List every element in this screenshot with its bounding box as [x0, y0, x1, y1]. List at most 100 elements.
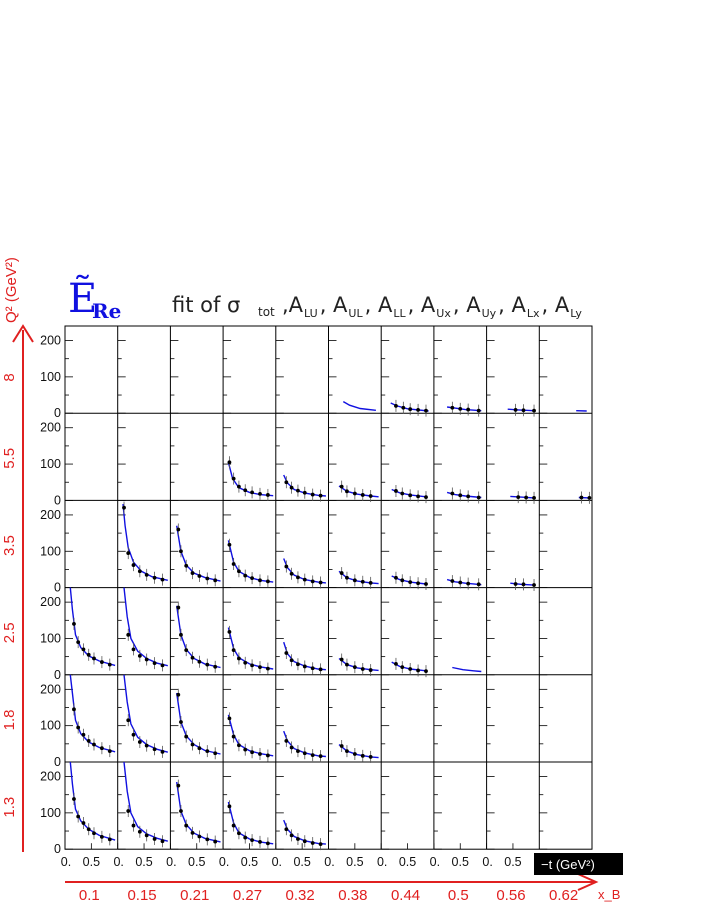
observable-sub-2: LL	[393, 307, 406, 320]
data-point	[284, 827, 289, 832]
xb-bin-label: 0.21	[180, 887, 209, 904]
data-point	[408, 493, 413, 498]
data-point	[231, 476, 236, 481]
data-point	[345, 489, 349, 494]
data-point	[394, 489, 398, 493]
data-point	[99, 746, 104, 751]
fit-title-text: fit of σ	[172, 293, 240, 317]
panel-r0-c8	[507, 403, 536, 417]
fit-curve	[176, 781, 221, 843]
data-point	[205, 576, 210, 581]
data-point	[76, 640, 81, 644]
data-point	[265, 493, 270, 497]
data-point	[184, 734, 189, 739]
data-point	[416, 668, 420, 673]
data-point	[310, 753, 315, 757]
fit-curve	[452, 666, 482, 673]
data-point	[296, 749, 300, 753]
data-point	[476, 408, 481, 413]
data-point	[184, 648, 189, 652]
observable-sub-5: Lx	[527, 307, 540, 320]
data-point	[458, 580, 463, 585]
data-point	[76, 814, 81, 819]
data-point	[243, 747, 248, 752]
data-point	[318, 493, 323, 498]
data-point	[250, 838, 254, 843]
data-point	[126, 632, 131, 637]
panel-r4-c3	[227, 712, 274, 762]
panel-r3-c0	[69, 587, 116, 671]
xtick-label: 0.5	[504, 855, 521, 869]
data-point	[92, 742, 96, 747]
ytick-label: 0	[54, 581, 61, 595]
data-point	[513, 408, 518, 412]
data-point	[450, 405, 455, 410]
data-point	[284, 564, 289, 569]
data-point	[458, 493, 463, 498]
xtick-label: 0.5	[399, 855, 416, 869]
panel-r4-c0	[69, 674, 116, 758]
data-point	[318, 580, 323, 585]
data-point	[302, 751, 307, 756]
xtick-label: 0.5	[241, 855, 258, 869]
panel-r2-c2	[176, 523, 221, 587]
data-point	[250, 490, 254, 495]
panel-r3-c6	[391, 657, 428, 678]
ytick-label: 200	[40, 682, 61, 696]
fit-curve	[176, 525, 221, 582]
data-point	[179, 632, 183, 637]
data-point	[137, 740, 142, 744]
panel-r2-c6	[391, 571, 428, 590]
fit-curve	[123, 587, 168, 667]
data-point	[296, 488, 300, 493]
data-point	[521, 582, 526, 587]
data-point	[152, 575, 157, 580]
data-point	[289, 485, 294, 490]
panel-r0-c7	[447, 401, 482, 417]
panel-r2-c4	[283, 558, 326, 589]
data-point	[339, 484, 344, 489]
observable-3: , A	[408, 293, 436, 317]
data-point	[243, 660, 248, 665]
data-point	[368, 668, 373, 672]
xb-bin-label: 0.32	[286, 887, 315, 904]
panel-r1-c6	[391, 484, 428, 504]
ytick-label: 100	[40, 457, 61, 471]
panel-r2-c7	[446, 575, 482, 591]
ytick-label: 200	[40, 421, 61, 435]
data-point	[176, 527, 181, 532]
data-point	[360, 667, 365, 671]
panel-r1-c9	[578, 491, 592, 504]
xtick-label: 0.5	[135, 855, 152, 869]
data-point	[107, 749, 112, 753]
ytick-label: 0	[54, 755, 61, 769]
data-point	[250, 576, 254, 581]
data-point	[160, 663, 165, 668]
data-point	[310, 579, 315, 584]
data-point	[160, 749, 165, 754]
xb-bin-label: 0.56	[496, 887, 525, 904]
q2-bin-label: 5.5	[1, 448, 18, 469]
panel-r3-c1	[123, 587, 168, 672]
data-point	[190, 655, 195, 660]
data-point	[265, 753, 270, 758]
data-point	[72, 622, 76, 626]
panel-r3-c7	[452, 666, 482, 673]
data-point	[289, 658, 294, 663]
xtick-label: 0.	[430, 855, 440, 869]
fit-title-sub: tot	[258, 305, 275, 319]
panel-r4-c4	[283, 730, 326, 763]
data-point	[250, 663, 254, 668]
data-point	[179, 720, 183, 724]
observable-sub-0: LU	[304, 307, 318, 320]
fit-curve	[510, 495, 535, 499]
data-point	[368, 494, 373, 498]
panel-r2-c8	[510, 577, 536, 592]
data-point	[86, 652, 91, 657]
data-point	[231, 823, 236, 828]
data-point	[310, 666, 315, 671]
panel-r5-c3	[227, 800, 274, 850]
data-point	[144, 572, 149, 577]
ytick-label: 200	[40, 595, 61, 609]
data-point	[360, 753, 365, 758]
